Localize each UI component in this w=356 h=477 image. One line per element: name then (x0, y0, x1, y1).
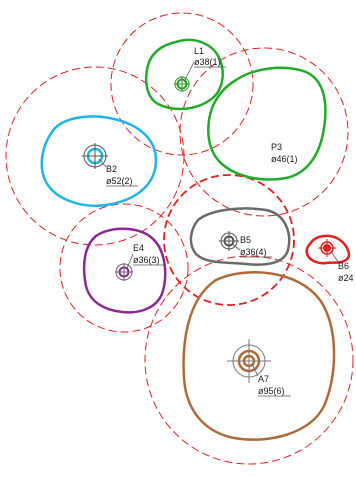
zone-circles (5, 12, 354, 465)
label-spec-e4: ø36(3) (133, 255, 160, 265)
center-markers (82, 76, 336, 383)
outline-b5 (189, 207, 291, 266)
outline-e4 (82, 227, 167, 314)
label-name-a7: A7 (258, 374, 269, 384)
zone-circle-l1 (110, 12, 254, 156)
label-spec-b6: ø24 (338, 273, 354, 283)
labels: L1 ø38(1) P3 ø46(1) B2 ø52(2) E4 ø36(3) … (106, 46, 354, 396)
label-underlines (106, 66, 291, 397)
leader-lines (98, 61, 339, 377)
zone-circle-p3 (179, 47, 349, 217)
leader-l1 (183, 61, 195, 83)
zone-circle-e4 (59, 203, 189, 333)
label-spec-b5: ø36(4) (240, 247, 267, 257)
outline-b6 (305, 234, 351, 265)
outline-b2 (40, 115, 158, 207)
label-name-e4: E4 (133, 243, 144, 253)
outline-p3 (207, 66, 327, 181)
leader-b2 (98, 158, 107, 168)
label-name-p3: P3 (271, 142, 282, 152)
leader-b6 (330, 250, 339, 263)
leader-b5 (231, 243, 241, 251)
marker-b6-fill (324, 245, 330, 251)
label-spec-l1: ø38(1) (194, 57, 221, 67)
label-name-l1: L1 (194, 46, 204, 56)
zone-circle-b2 (5, 66, 185, 246)
label-name-b5: B5 (240, 235, 251, 245)
label-spec-p3: ø46(1) (271, 154, 298, 164)
marker-b2 (82, 143, 108, 169)
marker-e4 (115, 263, 133, 281)
marker-a7 (227, 339, 271, 383)
label-spec-a7: ø95(6) (258, 386, 285, 396)
outline-l1 (144, 38, 224, 111)
marker-b5 (219, 231, 239, 251)
label-spec-b2: ø52(2) (106, 176, 133, 186)
leader-a7 (251, 363, 259, 377)
marker-l1 (174, 76, 190, 92)
outline-a7 (182, 271, 336, 441)
feature-outlines (40, 38, 351, 441)
label-name-b6: B6 (338, 261, 349, 271)
marker-b6 (318, 239, 336, 257)
label-name-b2: B2 (106, 164, 117, 174)
leader-e4 (126, 253, 134, 269)
zone-circle-b5 (163, 174, 295, 306)
zone-circle-a7 (144, 255, 354, 465)
